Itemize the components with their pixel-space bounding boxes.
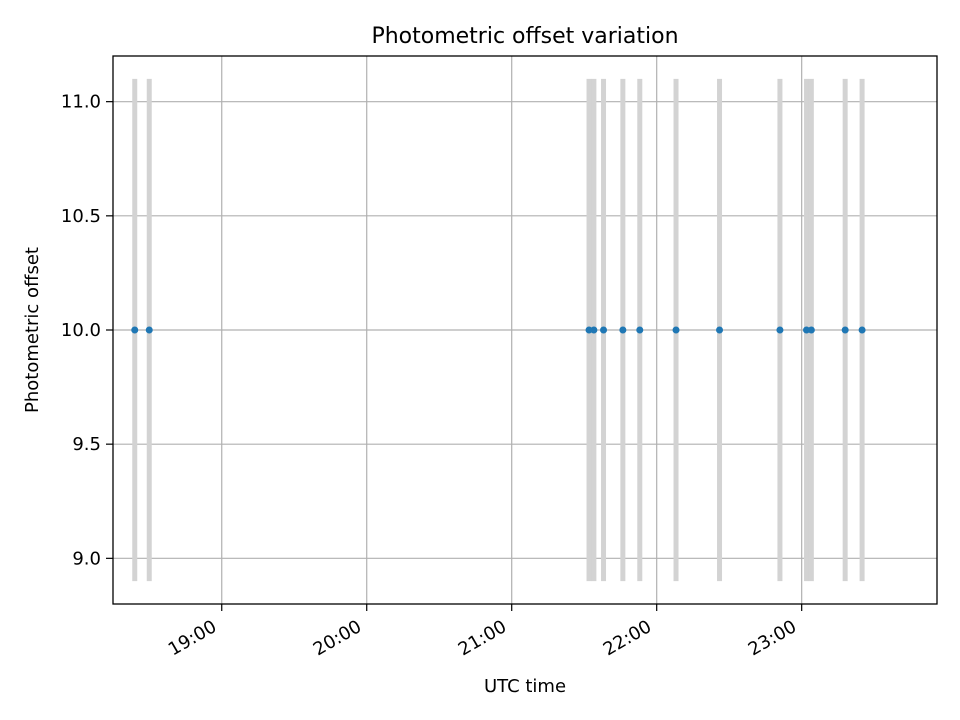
data-point (716, 326, 724, 334)
y-tick-label: 10.0 (61, 320, 101, 341)
data-point (858, 326, 866, 334)
data-point (585, 326, 593, 334)
y-axis-title: Photometric offset (22, 247, 43, 413)
data-point (803, 326, 811, 334)
point-layer (131, 326, 866, 334)
y-tick-label: 11.0 (61, 92, 101, 113)
y-tick-label: 9.0 (72, 548, 101, 569)
grid-layer (113, 56, 937, 604)
data-point (841, 326, 849, 334)
chart-title: Photometric offset variation (371, 24, 678, 49)
y-tick-label: 10.5 (61, 206, 101, 227)
data-point (145, 326, 153, 334)
y-tick-label: 9.5 (72, 434, 101, 455)
data-point (619, 326, 627, 334)
data-point (636, 326, 644, 334)
data-point (600, 326, 608, 334)
data-point (672, 326, 680, 334)
data-point (807, 326, 815, 334)
data-point (776, 326, 784, 334)
data-point (590, 326, 598, 334)
x-axis-title: UTC time (484, 676, 566, 697)
data-point (131, 326, 139, 334)
